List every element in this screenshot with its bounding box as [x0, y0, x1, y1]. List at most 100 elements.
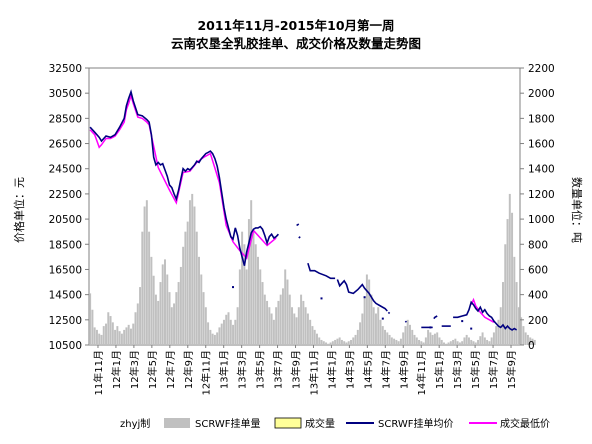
bar	[424, 337, 427, 345]
bar	[395, 339, 398, 345]
bar	[420, 341, 423, 345]
bar	[359, 322, 362, 345]
bar	[504, 244, 507, 345]
bar	[173, 303, 176, 345]
bar	[350, 339, 352, 345]
x-tick-label: 14年5月	[361, 350, 374, 389]
bar	[123, 329, 126, 345]
y-tick-label: 30500	[49, 88, 82, 100]
bar	[184, 231, 187, 345]
bar	[370, 294, 373, 345]
bar	[164, 259, 166, 345]
bar	[168, 292, 171, 345]
bar	[461, 341, 464, 345]
bar	[320, 339, 323, 345]
series-line-deal-min-price-segment	[470, 297, 495, 323]
y2-tick-label: 2200	[528, 63, 555, 75]
bar	[438, 337, 441, 345]
bar	[329, 342, 332, 345]
bar	[177, 282, 180, 345]
x-tick-label: 13年11月	[308, 350, 321, 395]
bar	[234, 319, 237, 345]
bar	[227, 312, 230, 345]
bar	[152, 275, 155, 345]
bar	[202, 292, 205, 345]
bar	[300, 294, 303, 345]
bar	[100, 334, 103, 345]
bar	[200, 274, 203, 345]
bar	[338, 337, 341, 345]
y2-tick-label: 0	[528, 340, 535, 352]
bar	[195, 231, 198, 345]
bar	[486, 339, 489, 345]
bar	[456, 341, 459, 345]
bar	[270, 313, 273, 345]
bar	[193, 206, 196, 345]
bar	[334, 339, 337, 345]
bar	[191, 193, 194, 345]
bar	[236, 307, 239, 345]
bar	[297, 307, 300, 345]
bar	[275, 307, 278, 345]
series-line-scrwf-avg-price-segment	[387, 311, 391, 315]
bar	[143, 206, 146, 345]
y2-tick-label: 2000	[528, 88, 555, 100]
bar	[118, 331, 121, 345]
bar	[105, 323, 107, 345]
y-tick-label: 18500	[49, 239, 82, 251]
bar	[154, 294, 157, 345]
x-tick-label: 13年5月	[254, 350, 267, 389]
bar	[402, 332, 405, 345]
bar	[188, 200, 191, 345]
bar	[488, 341, 491, 345]
bar	[281, 288, 284, 345]
x-tick-label: 13年1月	[218, 350, 231, 389]
bar	[331, 341, 334, 345]
bar	[452, 339, 455, 345]
bar	[479, 336, 482, 345]
bar	[352, 337, 355, 345]
legend-swatch-scrwf-volume	[164, 418, 190, 428]
bar	[345, 342, 348, 345]
bar	[483, 337, 486, 345]
bar	[182, 246, 185, 345]
bar	[98, 333, 101, 345]
x-tick-label: 14年9月	[397, 350, 410, 389]
bar	[306, 313, 309, 345]
x-tick-label: 13年3月	[236, 350, 249, 389]
series-line-scrwf-avg-price-segment	[453, 300, 517, 331]
x-tick-label: 13年9月	[290, 350, 303, 389]
y-tick-label: 32500	[49, 63, 82, 75]
y-axis-right: 2200200018001600140012001000800600400200…	[520, 63, 555, 352]
series-line-scrwf-avg-price-segment	[298, 236, 301, 239]
bar	[427, 329, 430, 345]
bar	[467, 337, 470, 345]
bar	[511, 212, 514, 345]
bar	[399, 338, 402, 345]
bar	[291, 307, 294, 345]
y2-tick-label: 400	[528, 290, 548, 302]
legend-label-deal-volume: 成交量	[305, 417, 335, 430]
bar	[445, 343, 448, 345]
y-tick-label: 16500	[49, 264, 82, 276]
bar	[481, 332, 484, 345]
bar	[220, 323, 223, 345]
bar	[390, 337, 393, 345]
bar	[141, 231, 144, 345]
bar	[266, 300, 269, 345]
bar	[381, 326, 384, 345]
y-tick-label: 20500	[49, 214, 82, 226]
bar	[304, 307, 307, 345]
bar	[89, 293, 92, 345]
bar	[415, 337, 418, 345]
bar	[377, 307, 380, 345]
bar	[207, 322, 210, 345]
x-tick-label: 12年1月	[110, 350, 123, 389]
bar	[241, 231, 244, 345]
legend-label-deal-min-price: 成交最低价	[500, 417, 550, 430]
bar	[232, 324, 235, 345]
bar	[490, 337, 493, 345]
y2-tick-label: 1000	[528, 214, 555, 226]
y2-tick-label: 1800	[528, 113, 555, 125]
